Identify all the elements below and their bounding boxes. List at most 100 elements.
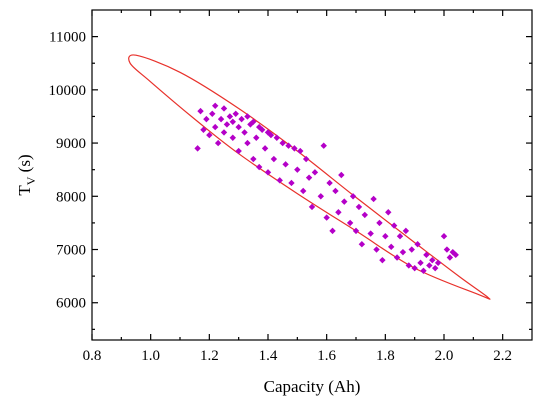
data-point xyxy=(200,126,207,133)
data-point xyxy=(214,139,222,147)
data-point xyxy=(432,264,439,272)
data-point xyxy=(261,145,269,152)
data-point xyxy=(379,256,386,264)
data-point xyxy=(311,169,319,176)
data-point xyxy=(258,126,266,133)
data-point xyxy=(329,227,336,235)
data-point xyxy=(305,174,313,181)
y-tick-label: 6000 xyxy=(56,296,86,312)
data-point xyxy=(212,102,219,110)
data-point xyxy=(194,145,201,152)
data-point xyxy=(279,139,286,147)
data-point xyxy=(446,254,454,261)
data-point xyxy=(352,227,360,235)
data-point xyxy=(241,129,248,136)
data-point xyxy=(288,179,295,187)
data-point xyxy=(250,155,257,163)
data-point xyxy=(338,171,345,179)
data-point xyxy=(361,211,368,219)
y-tick-label: 11000 xyxy=(49,30,86,46)
data-point xyxy=(220,105,228,112)
x-tick-label: 0.8 xyxy=(83,348,102,364)
data-point xyxy=(376,219,383,227)
data-point xyxy=(332,187,339,195)
data-point xyxy=(229,118,236,125)
data-point xyxy=(238,115,245,123)
data-point xyxy=(212,123,219,131)
data-point xyxy=(217,115,225,123)
x-tick-label: 2.2 xyxy=(493,348,512,364)
data-point xyxy=(291,145,298,152)
data-point xyxy=(426,262,433,269)
data-point xyxy=(264,169,272,176)
data-point xyxy=(250,118,257,125)
data-point xyxy=(253,134,260,141)
data-point xyxy=(270,155,278,163)
data-point xyxy=(390,222,398,229)
data-point xyxy=(209,110,216,117)
x-tick-label: 1.4 xyxy=(259,348,278,364)
data-point xyxy=(285,142,292,149)
data-point xyxy=(300,187,307,195)
y-tick-label: 7000 xyxy=(56,243,86,259)
data-point xyxy=(402,227,410,235)
data-point xyxy=(244,139,251,147)
data-point xyxy=(323,214,330,221)
data-point xyxy=(232,110,239,117)
data-point xyxy=(367,230,374,237)
data-point xyxy=(203,115,210,123)
data-point xyxy=(393,254,401,261)
data-point xyxy=(197,107,204,115)
y-tick-label: 9000 xyxy=(56,136,86,152)
data-point xyxy=(370,195,377,203)
data-point xyxy=(302,155,310,163)
data-point xyxy=(206,131,213,139)
data-point xyxy=(346,219,354,227)
data-point xyxy=(382,233,389,240)
y-tick-label: 8000 xyxy=(56,189,86,205)
data-point xyxy=(408,246,415,253)
x-tick-label: 1.2 xyxy=(200,348,219,364)
data-point xyxy=(355,203,363,211)
data-point xyxy=(388,243,395,251)
data-point xyxy=(235,147,242,155)
y-tick-label: 10000 xyxy=(49,83,87,99)
data-point xyxy=(335,209,342,216)
data-point xyxy=(273,134,280,141)
plot-frame xyxy=(91,9,533,341)
data-point xyxy=(276,177,283,184)
x-tick-label: 1.6 xyxy=(317,348,336,364)
data-point xyxy=(440,233,448,240)
data-point xyxy=(341,198,348,205)
data-point xyxy=(282,161,289,168)
data-point xyxy=(420,267,427,275)
data-point xyxy=(414,240,421,248)
data-point xyxy=(220,129,228,136)
data-point xyxy=(244,113,251,120)
data-point xyxy=(256,163,263,171)
x-tick-label: 1.8 xyxy=(376,348,395,364)
data-point xyxy=(385,209,392,216)
data-point xyxy=(226,113,234,120)
data-point xyxy=(411,264,418,272)
data-point xyxy=(267,131,275,139)
data-point xyxy=(423,251,430,259)
data-point xyxy=(320,142,327,149)
data-point xyxy=(434,259,442,267)
data-point xyxy=(417,259,424,267)
data-point xyxy=(443,246,451,253)
data-point xyxy=(399,248,407,256)
data-point xyxy=(429,256,436,264)
x-axis-label: Capacity (Ah) xyxy=(264,377,361,396)
data-point xyxy=(349,193,357,200)
data-point xyxy=(373,246,380,253)
data-point xyxy=(229,134,236,141)
x-tick-label: 2.0 xyxy=(435,348,454,364)
data-point xyxy=(247,121,254,128)
y-axis-label: TV (s) xyxy=(15,154,38,195)
data-point xyxy=(308,203,316,211)
data-point xyxy=(396,233,404,240)
x-tick-label: 1.0 xyxy=(141,348,160,364)
